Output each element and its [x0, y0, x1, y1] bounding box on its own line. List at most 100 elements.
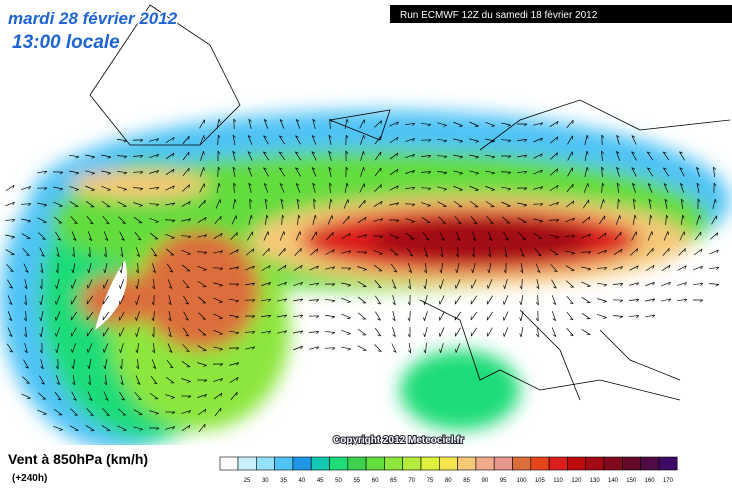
wind-arrow: [118, 295, 125, 305]
wind-arrow: [485, 121, 495, 127]
wind-arrow: [374, 135, 382, 145]
wind-arrow: [631, 231, 638, 241]
wind-arrow: [24, 279, 28, 290]
wind-arrow: [213, 313, 223, 319]
wind-arrow: [263, 167, 269, 177]
wind-arrow: [485, 138, 496, 143]
wind-arrow: [503, 327, 509, 337]
wind-arrow: [5, 234, 16, 239]
wind-arrow: [710, 232, 719, 240]
wind-arrow: [645, 298, 656, 302]
wind-arrow: [101, 185, 111, 191]
wind-arrow: [437, 186, 447, 191]
wind-arrow: [357, 296, 367, 304]
wind-arrow: [39, 278, 43, 290]
wind-arrow: [550, 168, 559, 176]
wind-arrow: [197, 281, 207, 288]
wind-arrow: [280, 198, 284, 209]
wind-arrow: [36, 187, 48, 191]
wind-arrow: [324, 331, 336, 335]
wind-arrow: [213, 297, 223, 303]
wind-arrow: [565, 200, 575, 208]
wind-arrow: [166, 263, 174, 273]
wind-arrow: [86, 215, 94, 225]
wind-arrow: [485, 170, 496, 175]
wind-arrow: [453, 121, 463, 127]
wind-arrow: [697, 198, 701, 210]
wind-arrow: [533, 122, 544, 126]
wind-arrow: [423, 327, 428, 337]
legend-blank: [219, 456, 239, 471]
wind-arrow: [6, 343, 14, 353]
wind-arrow: [421, 217, 431, 224]
wind-arrow: [232, 150, 236, 161]
wind-map: mardi 28 février 2012 13:00 locale Run E…: [0, 4, 732, 445]
wind-arrow: [375, 311, 381, 321]
wind-arrow: [38, 232, 46, 240]
wind-arrow: [391, 279, 397, 289]
wind-arrow: [182, 167, 190, 177]
wind-arrow: [632, 182, 636, 193]
wind-arrow: [374, 120, 382, 128]
wind-arrow: [420, 187, 432, 191]
wind-arrow: [151, 278, 155, 290]
wind-arrow: [708, 266, 720, 270]
map-date: mardi 28 février 2012: [8, 9, 178, 28]
wind-arrow: [55, 295, 61, 305]
wind-arrow: [628, 315, 640, 319]
wind-arrow: [471, 231, 477, 241]
wind-arrow: [405, 122, 416, 126]
wind-arrow: [647, 231, 653, 241]
wind-arrow: [615, 215, 621, 225]
wind-arrow: [120, 375, 124, 386]
wind-arrow: [405, 170, 416, 174]
wind-arrow: [150, 247, 158, 257]
wind-arrow: [54, 391, 62, 401]
run-label: Run ECMWF 12Z du samedi 18 février 2012: [400, 10, 598, 21]
legend-label: 50: [335, 478, 342, 484]
wind-arrow: [39, 375, 45, 385]
wind-arrow: [69, 201, 79, 208]
wind-arrow: [631, 167, 637, 177]
wind-arrow: [455, 231, 461, 241]
wind-arrow: [550, 152, 558, 160]
wind-arrow: [601, 150, 605, 162]
wind-arrow: [533, 153, 543, 159]
wind-arrow: [85, 170, 95, 175]
wind-arrow: [102, 295, 109, 305]
wind-arrow: [423, 262, 427, 274]
wind-arrow: [22, 376, 30, 384]
wind-arrow: [405, 218, 415, 223]
wind-arrow: [55, 279, 60, 289]
wind-arrow: [328, 198, 333, 210]
wind-arrow: [182, 279, 190, 289]
wind-arrow: [420, 139, 432, 143]
wind-arrow: [439, 231, 445, 241]
wind-arrow: [228, 298, 240, 303]
wind-arrow: [56, 375, 60, 386]
wind-arrow: [633, 198, 637, 210]
wind-arrow: [181, 360, 191, 368]
wind-arrow: [277, 264, 287, 272]
wind-arrow: [501, 216, 511, 224]
wind-arrow: [247, 167, 253, 177]
map-time: 13:00 locale: [12, 32, 120, 53]
wind-arrow: [565, 265, 575, 272]
legend-label: 55: [353, 478, 360, 484]
legend-label: 150: [626, 478, 637, 484]
wind-arrow: [503, 231, 509, 241]
wind-arrow: [293, 298, 304, 302]
wind-arrow: [263, 135, 269, 145]
wind-arrow: [7, 279, 13, 289]
wind-arrow: [453, 154, 464, 159]
wind-arrow: [678, 248, 686, 256]
wind-arrow: [566, 328, 574, 337]
wind-arrow: [519, 311, 524, 321]
wind-arrow: [532, 203, 544, 207]
legend-label: 120: [571, 478, 582, 484]
wind-arrow: [261, 298, 272, 302]
wind-arrow: [248, 182, 252, 193]
wind-arrow: [180, 235, 192, 239]
wind-arrow: [567, 135, 574, 145]
wind-arrow: [231, 215, 238, 225]
